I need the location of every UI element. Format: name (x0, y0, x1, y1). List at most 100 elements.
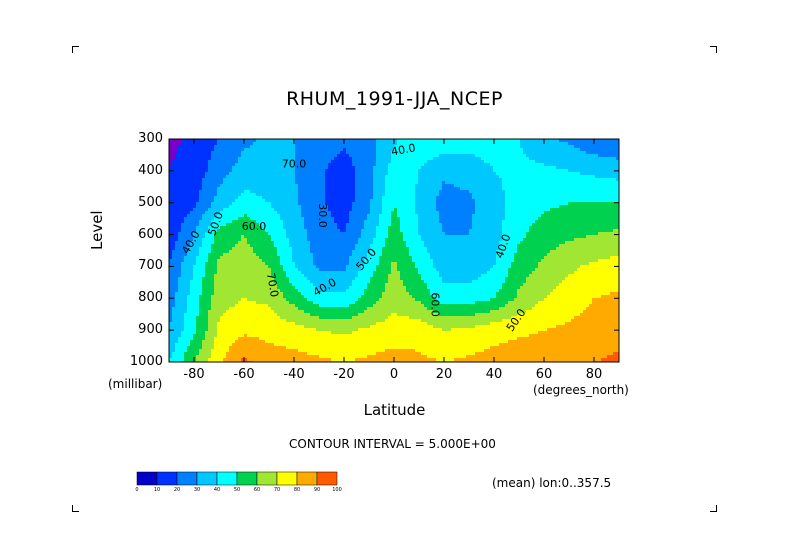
field-cell (583, 199, 587, 203)
field-cell (535, 211, 539, 215)
field-cell (610, 169, 614, 173)
field-cell (556, 157, 560, 161)
field-cell (607, 190, 611, 194)
field-cell (439, 190, 443, 194)
field-cell (565, 187, 569, 191)
field-cell (403, 211, 407, 215)
field-cell (463, 145, 467, 149)
field-cell (454, 187, 458, 191)
field-cell (169, 202, 173, 206)
field-cell (490, 166, 494, 170)
field-cell (373, 184, 377, 188)
field-cell (322, 199, 326, 203)
field-cell (490, 214, 494, 218)
field-cell (229, 226, 233, 230)
field-cell (424, 205, 428, 209)
field-cell (550, 181, 554, 185)
field-cell (283, 193, 287, 197)
field-cell (301, 205, 305, 209)
field-cell (331, 199, 335, 203)
field-cell (571, 139, 575, 143)
field-cell (598, 139, 602, 143)
field-cell (301, 184, 305, 188)
field-cell (586, 157, 590, 161)
field-cell (286, 193, 290, 197)
field-cell (511, 175, 515, 179)
field-cell (262, 235, 266, 239)
field-cell (589, 202, 593, 206)
field-cell (520, 166, 524, 170)
humidity-field (169, 139, 620, 363)
field-cell (298, 145, 302, 149)
field-cell (418, 214, 422, 218)
field-cell (280, 151, 284, 155)
field-cell (445, 163, 449, 167)
field-cell (526, 148, 530, 152)
field-cell (496, 226, 500, 230)
field-cell (484, 139, 488, 143)
field-cell (604, 196, 608, 200)
field-cell (586, 199, 590, 203)
field-cell (247, 235, 251, 239)
field-cell (175, 160, 179, 164)
field-cell (385, 166, 389, 170)
field-cell (520, 139, 524, 143)
field-cell (316, 226, 320, 230)
field-cell (556, 226, 560, 230)
field-cell (223, 178, 227, 182)
field-cell (229, 145, 233, 149)
field-cell (559, 169, 563, 173)
field-cell (589, 154, 593, 158)
field-cell (607, 178, 611, 182)
field-cell (562, 172, 566, 176)
field-cell (328, 214, 332, 218)
field-cell (478, 166, 482, 170)
field-cell (343, 235, 347, 239)
field-cell (448, 151, 452, 155)
field-cell (241, 184, 245, 188)
field-cell (292, 223, 296, 227)
field-cell (346, 196, 350, 200)
field-cell (316, 181, 320, 185)
field-cell (352, 181, 356, 185)
field-cell (289, 175, 293, 179)
field-cell (172, 166, 176, 170)
field-cell (439, 142, 443, 146)
field-cell (457, 235, 461, 239)
field-cell (208, 142, 212, 146)
field-cell (601, 193, 605, 197)
field-cell (343, 211, 347, 215)
field-cell (364, 214, 368, 218)
field-cell (394, 235, 398, 239)
field-cell (610, 208, 614, 212)
field-cell (352, 160, 356, 164)
field-cell (190, 211, 194, 215)
field-cell (409, 172, 413, 176)
field-cell (610, 151, 614, 155)
field-cell (250, 208, 254, 212)
field-cell (379, 184, 383, 188)
field-cell (514, 178, 518, 182)
field-cell (172, 211, 176, 215)
field-cell (244, 235, 248, 239)
field-cell (271, 208, 275, 212)
field-cell (388, 175, 392, 179)
field-cell (208, 163, 212, 167)
field-cell (298, 190, 302, 194)
field-cell (238, 181, 242, 185)
field-cell (250, 157, 254, 161)
field-cell (175, 166, 179, 170)
field-cell (397, 163, 401, 167)
field-cell (169, 220, 173, 224)
field-cell (316, 208, 320, 212)
field-cell (571, 166, 575, 170)
field-cell (235, 208, 239, 212)
field-cell (271, 196, 275, 200)
field-cell (520, 208, 524, 212)
field-cell (187, 202, 191, 206)
field-cell (445, 178, 449, 182)
field-cell (277, 151, 281, 155)
field-cell (553, 232, 557, 236)
field-cell (433, 157, 437, 161)
field-cell (316, 166, 320, 170)
